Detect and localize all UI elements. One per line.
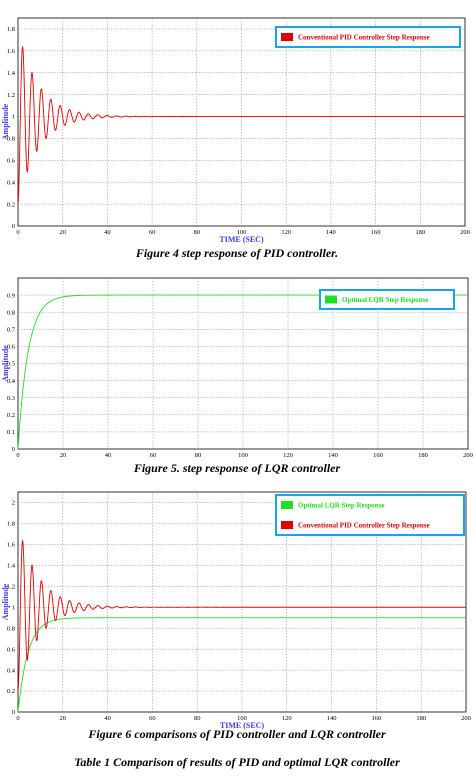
y-tick-label: 0.2 — [7, 688, 15, 695]
legend-box — [319, 289, 455, 310]
y-tick-label: 0.8 — [7, 625, 15, 632]
x-tick-label: 200 — [463, 452, 473, 459]
y-tick-label: 0.9 — [7, 292, 15, 299]
y-tick-label: 0.1 — [7, 429, 15, 436]
x-tick-label: 160 — [373, 452, 383, 459]
x-tick-label: 120 — [282, 715, 292, 722]
y-tick-label: 1.8 — [7, 521, 15, 528]
table-1-caption: Table 1 Comparison of results of PID and… — [74, 755, 400, 769]
y-tick-label: 1 — [12, 604, 15, 611]
legend-swatch — [325, 295, 337, 304]
figure-4-caption: Figure 4 step response of PID controller… — [135, 246, 339, 260]
y-tick-label: 0 — [12, 709, 15, 716]
x-tick-label: 180 — [415, 229, 425, 236]
y-tick-label: 1 — [12, 114, 15, 121]
y-tick-label: 0.8 — [7, 309, 15, 316]
y-tick-label: 1.6 — [7, 48, 16, 55]
x-tick-label: 60 — [149, 715, 156, 722]
series-line — [17, 45, 465, 205]
figure-5-caption: Figure 5. step response of LQR controlle… — [133, 461, 341, 475]
x-tick-label: 100 — [238, 452, 248, 459]
legend: Optimal LQR Step Response — [319, 289, 455, 310]
x-tick-label: 40 — [104, 715, 111, 722]
y-tick-label: 0.2 — [7, 412, 15, 419]
y-tick-label: 0.3 — [7, 395, 15, 402]
x-tick-label: 60 — [150, 452, 157, 459]
x-tick-label: 80 — [194, 715, 201, 722]
y-axis-title: Amplitude — [1, 583, 10, 620]
legend-label: Conventional PID Controller Step Respons… — [298, 522, 430, 530]
y-tick-label: 2 — [12, 500, 15, 507]
x-tick-label: 40 — [104, 229, 111, 236]
x-tick-label: 180 — [416, 715, 426, 722]
x-tick-label: 140 — [328, 452, 338, 459]
y-tick-label: 1.6 — [7, 542, 16, 549]
y-tick-label: 0.4 — [7, 179, 16, 186]
x-tick-label: 120 — [283, 452, 293, 459]
x-tick-label: 20 — [60, 452, 67, 459]
y-tick-label: 1.2 — [7, 583, 15, 590]
x-tick-label: 100 — [237, 715, 247, 722]
y-axis-title: Amplitude — [1, 345, 10, 382]
y-tick-label: 1.4 — [7, 70, 16, 77]
figure-6-caption: Figure 6 comparisons of PID controller a… — [88, 727, 386, 741]
series-line — [17, 539, 466, 692]
y-tick-label: 1.4 — [7, 563, 16, 570]
chart-5: 0 20 40 60 80 100 120 140 160 180 200 0 0.1 0.2 0.3 0.4… — [1, 277, 473, 459]
legend: Conventional PID Controller Step Respons… — [275, 26, 461, 48]
x-tick-label: 20 — [59, 229, 66, 236]
y-tick-label: 0.6 — [7, 158, 16, 165]
x-tick-label: 0 — [16, 229, 19, 236]
x-tick-label: 60 — [149, 229, 156, 236]
x-tick-label: 160 — [372, 715, 382, 722]
y-tick-label: 0.2 — [7, 201, 15, 208]
legend-box — [275, 494, 465, 536]
x-tick-label: 200 — [461, 715, 471, 722]
y-tick-label: 0.7 — [7, 327, 16, 334]
chart-6: 0 20 40 60 80 100 120 140 160 180 200 0 0.2 0.4 0.6 0.8… — [1, 491, 471, 730]
chart-4: 0 20 40 60 80 100 120 140 160 180 200 0 0.2 0.4 0.6 0.8… — [1, 17, 470, 244]
y-tick-label: 0.4 — [7, 378, 16, 385]
x-tick-label: 140 — [327, 715, 337, 722]
x-tick-label: 120 — [281, 229, 291, 236]
x-tick-label: 100 — [237, 229, 247, 236]
x-axis-title: TIME (SEC) — [220, 721, 265, 730]
y-tick-label: 0.5 — [7, 361, 15, 368]
x-tick-label: 80 — [195, 452, 202, 459]
plot-frame — [17, 17, 466, 227]
y-tick-label: 0 — [12, 446, 15, 453]
legend-swatch — [281, 501, 293, 509]
y-tick-label: 0.6 — [7, 646, 16, 653]
y-tick-label: 0.8 — [7, 136, 15, 143]
legend-label: Optimal LQR Step Response — [342, 296, 429, 304]
x-tick-label: 40 — [105, 452, 112, 459]
series-line — [17, 617, 466, 713]
x-tick-label: 80 — [194, 229, 201, 236]
x-tick-label: 20 — [60, 715, 67, 722]
y-tick-label: 1.8 — [7, 26, 15, 33]
x-tick-label: 0 — [16, 452, 19, 459]
x-tick-label: 140 — [326, 229, 336, 236]
legend: Optimal LQR Step Response Conventional PI… — [275, 494, 465, 536]
y-tick-label: 0.6 — [7, 344, 16, 351]
x-axis-title: TIME (SEC) — [219, 235, 264, 244]
x-tick-label: 200 — [460, 229, 470, 236]
x-tick-label: 180 — [418, 452, 428, 459]
x-tick-label: 160 — [371, 229, 381, 236]
y-tick-label: 1.2 — [7, 92, 15, 99]
legend-swatch — [281, 33, 293, 41]
y-axis-title: Amplitude — [1, 103, 10, 140]
x-tick-label: 0 — [16, 715, 19, 722]
legend-label: Conventional PID Controller Step Respons… — [298, 34, 430, 42]
legend-swatch — [281, 521, 293, 529]
legend-box — [275, 26, 461, 48]
y-tick-label: 0 — [12, 223, 15, 230]
legend-label: Optimal LQR Step Response — [298, 502, 385, 510]
y-tick-label: 0.4 — [7, 667, 16, 674]
